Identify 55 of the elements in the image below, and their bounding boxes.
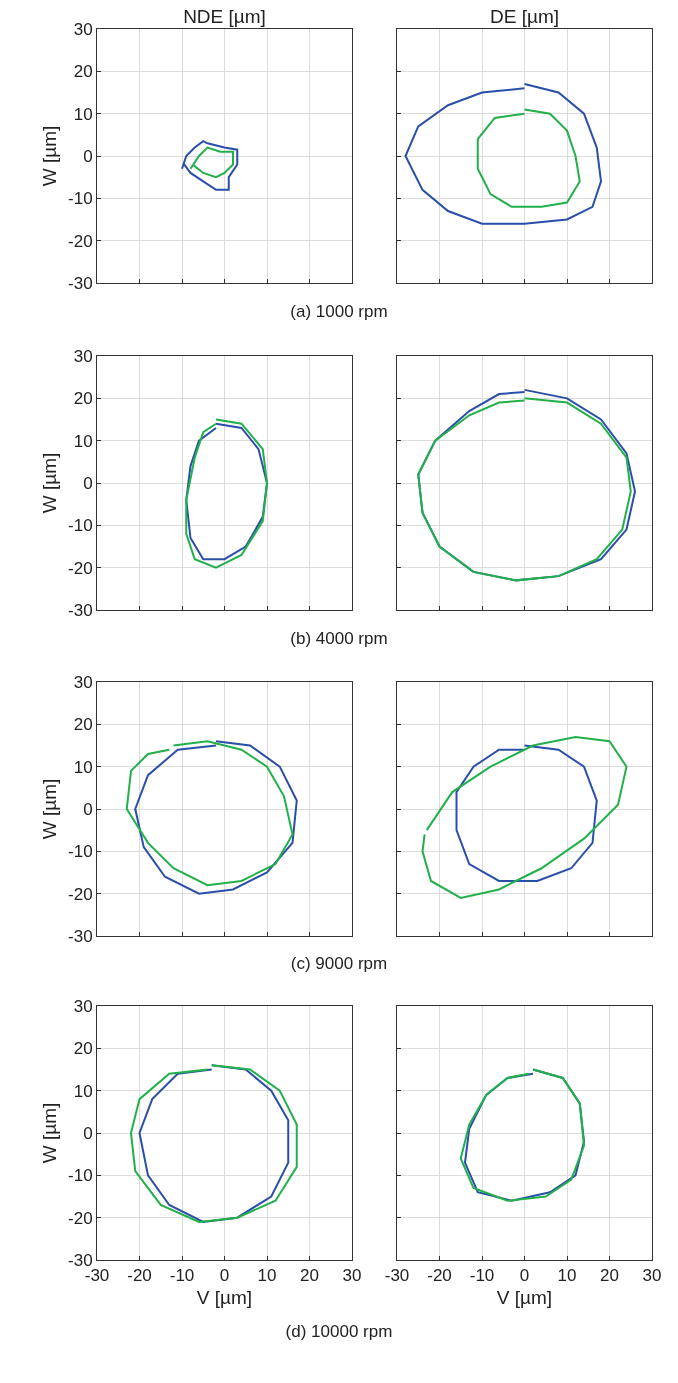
y-tick-label: -10 — [68, 189, 93, 209]
y-tick-label: -20 — [68, 558, 93, 578]
y-tick-label: 30 — [73, 346, 93, 366]
y-tick-label: -30 — [68, 926, 93, 946]
y-tick-label: 20 — [73, 389, 93, 409]
chart-title: NDE [µm] — [183, 6, 266, 27]
x-tick-label: 0 — [219, 1266, 230, 1286]
text: (c) 9000 rpm — [289, 954, 389, 974]
y-tick-label: 0 — [83, 473, 93, 493]
line-series — [181, 140, 239, 191]
y-tick-label: -20 — [68, 884, 93, 904]
y-tick-label: 0 — [83, 146, 93, 166]
text: (a) 1000 rpm — [289, 302, 389, 322]
y-axis-title: W [µm] — [38, 125, 60, 187]
y-tick-label: 20 — [73, 62, 93, 82]
y-tick-label: 0 — [83, 1123, 93, 1143]
y-tick-label: 20 — [73, 1039, 93, 1059]
y-tick-label: -30 — [68, 600, 93, 620]
line-series — [189, 146, 234, 179]
y-tick-label: 0 — [83, 799, 93, 819]
x-tick-label: 20 — [600, 1266, 619, 1286]
y-tick-label: -30 — [68, 273, 93, 293]
y-tick-label: -10 — [68, 842, 93, 862]
x-tick-label: -10 — [169, 1266, 195, 1286]
y-axis-title: W [µm] — [38, 452, 60, 514]
x-axis-title: V [µm] — [196, 1287, 253, 1309]
text: (d) 10000 rpm — [284, 1322, 394, 1342]
text: (b) 4000 rpm — [289, 629, 389, 649]
x-tick-label: 30 — [642, 1266, 662, 1286]
y-tick-label: -10 — [68, 516, 93, 536]
y-tick-label: 20 — [73, 715, 93, 735]
y-axis-title: W [µm] — [38, 778, 60, 840]
y-tick-label: 30 — [73, 19, 93, 39]
chart-title: DE [µm] — [489, 6, 560, 27]
y-tick-label: -20 — [68, 1208, 93, 1228]
x-tick-label: -20 — [427, 1266, 452, 1286]
y-tick-label: 10 — [73, 757, 93, 777]
y-tick-label: 10 — [73, 104, 93, 124]
y-tick-label: 10 — [73, 431, 93, 451]
y-axis-title: W [µm] — [38, 1102, 60, 1164]
y-tick-label: -10 — [68, 1166, 93, 1186]
y-tick-label: 30 — [73, 672, 93, 692]
y-tick-label: 10 — [73, 1081, 93, 1101]
y-tick-label: -20 — [68, 231, 93, 251]
x-axis-title: V [µm] — [496, 1287, 553, 1309]
x-tick-label: 10 — [557, 1266, 577, 1286]
x-tick-label: -10 — [469, 1266, 495, 1286]
x-tick-label: 30 — [342, 1266, 362, 1286]
y-tick-label: 30 — [73, 996, 93, 1016]
x-tick-label: 10 — [257, 1266, 277, 1286]
x-tick-label: -30 — [384, 1266, 410, 1286]
x-tick-label: 0 — [519, 1266, 530, 1286]
x-tick-label: -20 — [127, 1266, 152, 1286]
y-tick-label: -30 — [68, 1250, 93, 1270]
x-tick-label: 20 — [300, 1266, 319, 1286]
